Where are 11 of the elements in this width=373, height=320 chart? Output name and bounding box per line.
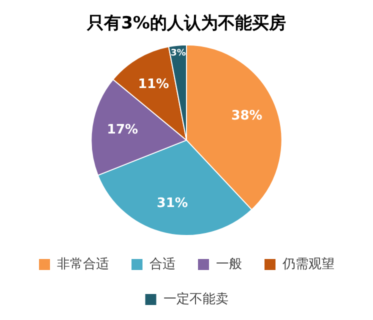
legend-label: 非常合适 xyxy=(57,256,109,272)
data-label: 11% xyxy=(138,76,170,92)
chart-title: 只有3%的人认为不能买房 xyxy=(86,14,286,34)
data-label: 31% xyxy=(156,196,188,211)
data-label: 3% xyxy=(170,48,186,58)
legend-label: 一般 xyxy=(216,256,242,272)
legend-label: 一定不能卖 xyxy=(163,292,228,307)
legend-label: 合适 xyxy=(150,256,176,272)
legend-label: 仍需观望 xyxy=(282,256,334,272)
data-label: 17% xyxy=(106,122,138,138)
data-label: 38% xyxy=(231,108,262,124)
